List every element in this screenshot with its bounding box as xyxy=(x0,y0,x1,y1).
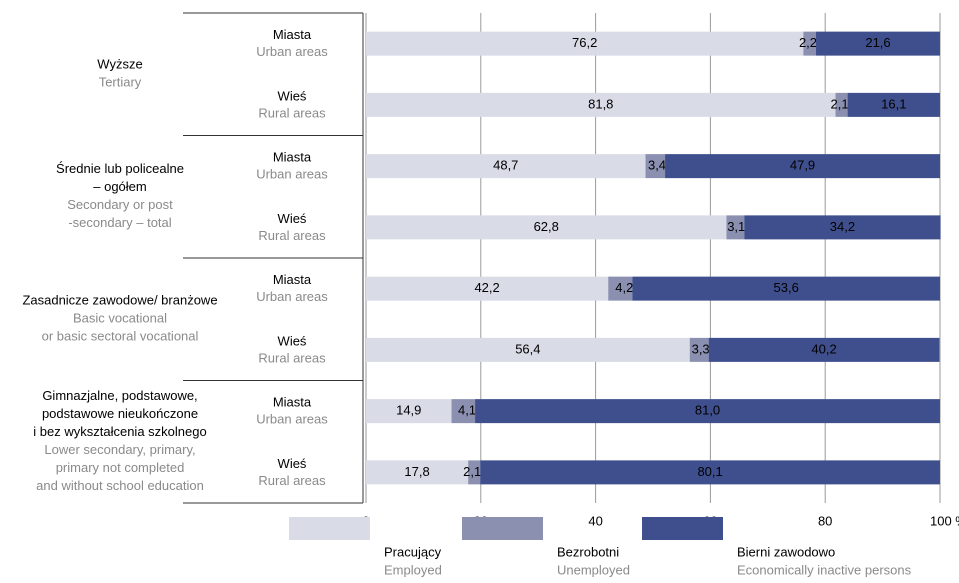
group-label: Średnie lub policealne xyxy=(56,161,184,176)
data-label: 2,2 xyxy=(799,35,817,50)
row-label: Miasta xyxy=(273,150,312,165)
group-label-en: primary not completed xyxy=(56,460,185,475)
group-label: – ogółem xyxy=(93,179,146,194)
data-label: 16,1 xyxy=(881,96,906,111)
legend-swatch xyxy=(642,517,723,540)
data-label: 76,2 xyxy=(572,35,597,50)
bar-segment xyxy=(847,92,940,117)
x-tick-label: 80 xyxy=(818,513,832,528)
row-label-en: Rural areas xyxy=(258,473,326,488)
bar-segment xyxy=(468,460,481,485)
row-label-en: Urban areas xyxy=(256,412,328,427)
data-label: 4,2 xyxy=(615,280,633,295)
bar-segment xyxy=(366,337,690,362)
bar-segment xyxy=(608,276,633,301)
data-label: 81,8 xyxy=(588,96,613,111)
data-label: 21,6 xyxy=(865,35,890,50)
bar-segment xyxy=(475,399,940,424)
data-label: 4,1 xyxy=(458,403,476,418)
data-label: 80,1 xyxy=(697,464,722,479)
group-label: i bez wykształcenia szkolnego xyxy=(33,424,206,439)
row-label-en: Urban areas xyxy=(256,167,328,182)
row-label-en: Rural areas xyxy=(258,105,326,120)
legend-label: Pracujący xyxy=(384,544,442,559)
data-label: 53,6 xyxy=(774,280,799,295)
bar-segment xyxy=(726,215,745,240)
row-label: Miasta xyxy=(273,272,312,287)
data-label: 3,1 xyxy=(727,219,745,234)
group-label-en: -secondary – total xyxy=(68,215,171,230)
group-label: Gimnazjalne, podstawowe, xyxy=(42,388,197,403)
legend-swatch xyxy=(289,517,370,540)
data-label: 40,2 xyxy=(811,341,836,356)
data-label: 47,9 xyxy=(790,158,815,173)
data-label: 81,0 xyxy=(695,403,720,418)
bar-segment xyxy=(645,154,666,179)
data-label: 2,1 xyxy=(463,464,481,479)
group-label-en: Lower secondary, primary, xyxy=(44,442,195,457)
legend-label: Bierni zawodowo xyxy=(737,544,835,559)
bar-segment xyxy=(366,460,469,485)
bar-segment xyxy=(366,215,727,240)
legend-label-en: Unemployed xyxy=(557,562,630,577)
row-label: Wieś xyxy=(278,88,307,103)
legend-label-en: Economically inactive persons xyxy=(737,562,912,577)
row-label-en: Rural areas xyxy=(258,228,326,243)
group-label-en: and without school education xyxy=(36,478,204,493)
group-label-en: Tertiary xyxy=(99,75,142,90)
data-label: 3,4 xyxy=(648,158,666,173)
bar-segment xyxy=(366,31,804,56)
bar-segment xyxy=(835,92,848,117)
legend-label: Bezrobotni xyxy=(557,544,619,559)
x-tick-label: 40 xyxy=(588,513,602,528)
bar-segment xyxy=(451,399,476,424)
group-label: podstawowe nieukończone xyxy=(42,406,198,421)
bar-segment xyxy=(366,154,646,179)
bar-segment xyxy=(708,337,940,362)
row-label: Wieś xyxy=(278,211,307,226)
row-label-en: Rural areas xyxy=(258,350,326,365)
data-label: 48,7 xyxy=(493,158,518,173)
data-label: 34,2 xyxy=(830,219,855,234)
group-label: Wyższe xyxy=(97,57,142,72)
bar-segment xyxy=(366,276,609,301)
data-label: 62,8 xyxy=(534,219,559,234)
row-label-en: Urban areas xyxy=(256,44,328,59)
row-label: Miasta xyxy=(273,395,312,410)
data-label: 56,4 xyxy=(515,341,540,356)
bar-segment xyxy=(480,460,940,485)
row-label: Miasta xyxy=(273,27,312,42)
x-tick-label: 100 % xyxy=(930,513,959,528)
data-label: 17,8 xyxy=(404,464,429,479)
bar-segment xyxy=(665,154,940,179)
legend-swatch xyxy=(462,517,543,540)
row-label: Wieś xyxy=(278,333,307,348)
legend-label-en: Employed xyxy=(384,562,442,577)
bar-segment xyxy=(632,276,940,301)
row-label-en: Urban areas xyxy=(256,289,328,304)
bar-segment xyxy=(366,399,452,424)
data-label: 42,2 xyxy=(474,280,499,295)
bar-segment xyxy=(366,92,836,117)
data-label: 3,3 xyxy=(692,341,710,356)
row-label: Wieś xyxy=(278,456,307,471)
group-label-en: Basic vocational xyxy=(73,311,167,326)
bar-segment xyxy=(689,337,709,362)
group-label-en: Secondary or post xyxy=(67,197,173,212)
data-label: 14,9 xyxy=(396,403,421,418)
data-label: 2,1 xyxy=(831,96,849,111)
bar-segment xyxy=(803,31,817,56)
bar-segment xyxy=(744,215,941,240)
bar-segment xyxy=(816,31,940,56)
group-label-en: or basic sectoral vocational xyxy=(42,329,199,344)
group-label: Zasadnicze zawodowe/ branżowe xyxy=(22,293,217,308)
